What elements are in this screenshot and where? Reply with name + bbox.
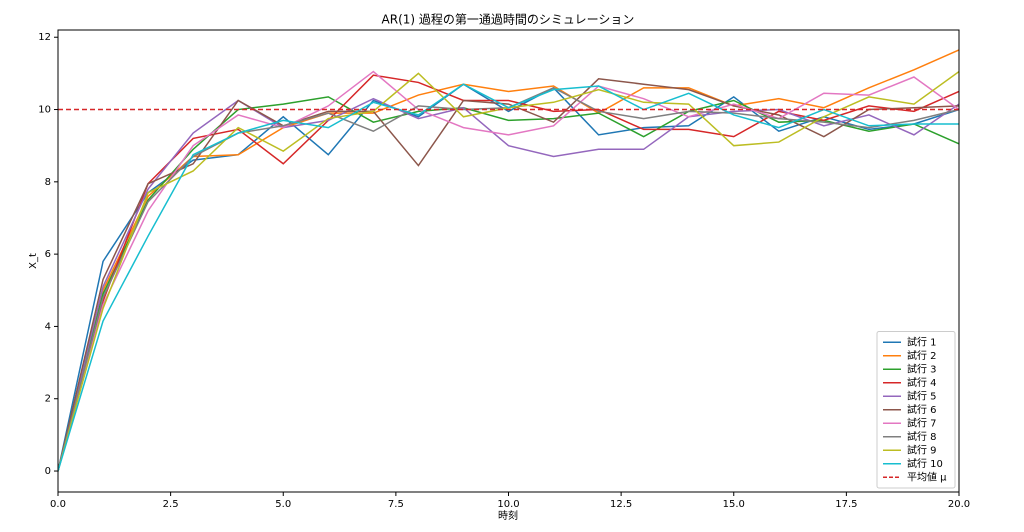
series-line: [58, 83, 959, 472]
legend-label: 試行 1: [907, 335, 937, 348]
x-tick-label: 5.0: [275, 499, 291, 510]
series-line: [58, 78, 959, 472]
legend-label: 平均値 μ: [907, 470, 947, 483]
legend-label: 試行 9: [907, 443, 937, 456]
series-line: [58, 96, 959, 472]
legend-label: 試行 3: [907, 362, 937, 375]
legend-label: 試行 10: [907, 457, 943, 470]
x-tick-label: 12.5: [610, 499, 632, 510]
legend-label: 試行 5: [907, 389, 937, 402]
y-axis-label: X_t: [28, 253, 39, 269]
chart-title: AR(1) 過程の第一通過時間のシミュレーション: [382, 12, 635, 27]
x-axis-label: 時刻: [498, 509, 518, 522]
x-tick-label: 20.0: [948, 499, 970, 510]
y-tick-label: 0: [45, 466, 51, 477]
x-tick-label: 7.5: [388, 499, 404, 510]
y-tick-label: 6: [45, 249, 51, 260]
x-tick-label: 10.0: [497, 499, 519, 510]
x-tick-label: 15.0: [723, 499, 745, 510]
legend-box: [876, 331, 956, 489]
legend-label: 試行 6: [907, 403, 937, 416]
y-tick-label: 2: [45, 394, 51, 405]
x-tick-label: 17.5: [835, 499, 857, 510]
series-line: [58, 70, 959, 472]
legend-label: 試行 4: [907, 376, 937, 389]
x-tick-label: 2.5: [163, 499, 179, 510]
plot-frame: [57, 29, 960, 493]
x-tick-label: 0.0: [50, 499, 66, 510]
series-line: [58, 83, 959, 472]
series-line: [58, 70, 959, 472]
legend-label: 試行 2: [907, 349, 937, 362]
legend-label: 試行 8: [907, 430, 937, 443]
legend-label: 試行 7: [907, 416, 937, 429]
y-tick-label: 10: [38, 105, 51, 116]
y-tick-label: 4: [45, 321, 51, 332]
y-tick-label: 12: [38, 32, 51, 43]
series-line: [58, 49, 959, 472]
y-tick-label: 8: [45, 177, 51, 188]
